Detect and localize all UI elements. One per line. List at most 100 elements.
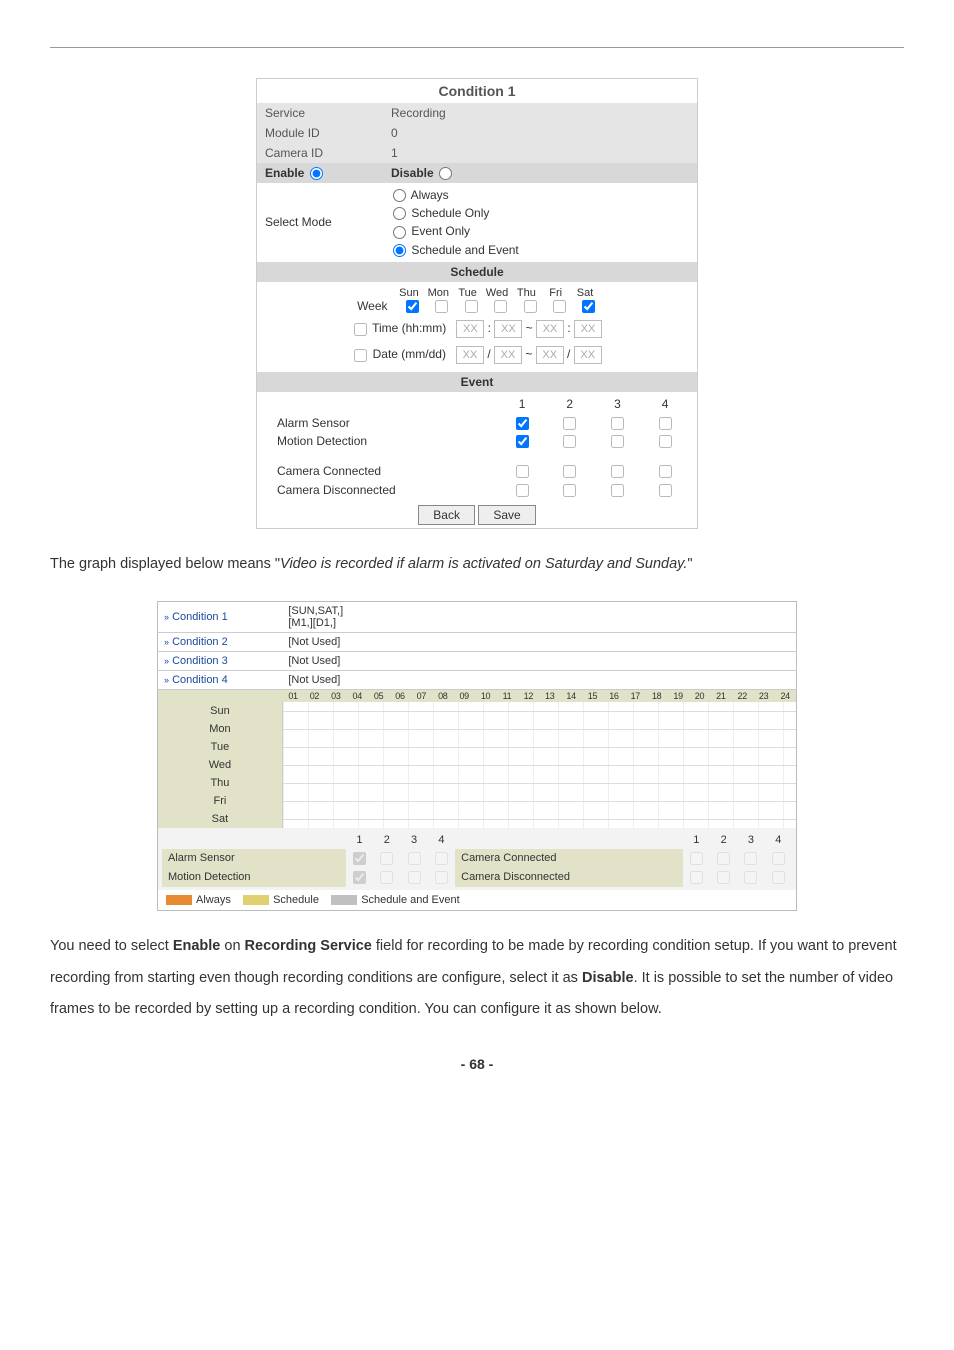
- row-enable: Enable Disable: [257, 163, 697, 183]
- disable-radio[interactable]: [439, 167, 452, 180]
- date-m2[interactable]: XX: [536, 346, 564, 364]
- hour-17: 17: [625, 689, 646, 702]
- event-header: Event: [257, 372, 697, 392]
- hour-18: 18: [646, 689, 667, 702]
- grid-thu: [283, 774, 796, 792]
- evt-camconn-2[interactable]: [563, 465, 576, 478]
- paragraph-2: You need to select Enable on Recording S…: [50, 931, 904, 1027]
- hour-05: 05: [368, 689, 389, 702]
- cond-label-4[interactable]: » Condition 4: [158, 670, 283, 689]
- row-select-mode: Select Mode Always Schedule Only Event O…: [257, 183, 697, 262]
- evt-camdisc-4[interactable]: [659, 484, 672, 497]
- schedule-chart: » Condition 1[SUN,SAT,] [M1,][D1,]» Cond…: [157, 601, 797, 911]
- module-label: Module ID: [257, 123, 383, 143]
- enable-radio[interactable]: [310, 167, 323, 180]
- hour-09: 09: [453, 689, 474, 702]
- legend-sae: Schedule and Event: [361, 894, 459, 906]
- day-sat: Sat: [572, 287, 598, 299]
- camera-value: 1: [383, 143, 697, 163]
- select-mode-label: Select Mode: [257, 183, 383, 262]
- dow-label-mon: Mon: [158, 720, 283, 738]
- chk-fri[interactable]: [553, 300, 566, 313]
- evt-camconn-label: Camera Connected: [265, 462, 498, 480]
- legend-always: Always: [196, 894, 231, 906]
- mode-always[interactable]: Always: [391, 186, 689, 204]
- evt-alarm-2[interactable]: [563, 417, 576, 430]
- hour-12: 12: [518, 689, 539, 702]
- evt-motion-2[interactable]: [563, 435, 576, 448]
- hour-22: 22: [732, 689, 753, 702]
- disable-label[interactable]: Disable: [391, 166, 454, 180]
- hour-21: 21: [710, 689, 731, 702]
- date-d1[interactable]: XX: [494, 346, 522, 364]
- dow-row-wed: Wed: [158, 756, 797, 774]
- evt-col-4: 4: [641, 395, 689, 413]
- mode-schedule-only[interactable]: Schedule Only: [391, 204, 689, 222]
- camera-label: Camera ID: [257, 143, 383, 163]
- row-service: Service Recording: [257, 103, 697, 123]
- hour-04: 04: [347, 689, 368, 702]
- hour-24: 24: [774, 689, 796, 702]
- evt-camdisc-2[interactable]: [563, 484, 576, 497]
- chk-time[interactable]: [354, 323, 367, 336]
- enable-label[interactable]: Enable: [265, 166, 325, 180]
- time-h1[interactable]: XX: [456, 320, 484, 338]
- grid-sun: [283, 702, 796, 720]
- evt-camconn-1[interactable]: [516, 465, 529, 478]
- module-value: 0: [383, 123, 697, 143]
- cond-value-2: [Not Used]: [282, 632, 796, 651]
- cond-label-2[interactable]: » Condition 2: [158, 632, 283, 651]
- evt-camdisc-1[interactable]: [516, 484, 529, 497]
- evt-camdisc-3[interactable]: [611, 484, 624, 497]
- row-module: Module ID 0: [257, 123, 697, 143]
- f-motion-1: [353, 871, 366, 884]
- evt-motion-4[interactable]: [659, 435, 672, 448]
- chk-date[interactable]: [354, 349, 367, 362]
- dow-row-fri: Fri: [158, 792, 797, 810]
- evt-motion-3[interactable]: [611, 435, 624, 448]
- mode-schedule-and-event[interactable]: Schedule and Event: [391, 241, 689, 259]
- evt-camconn-4[interactable]: [659, 465, 672, 478]
- evt-camconn-3[interactable]: [611, 465, 624, 478]
- date-label: Date (mm/dd): [373, 347, 446, 361]
- dow-row-sat: Sat: [158, 810, 797, 828]
- hour-07: 07: [411, 689, 432, 702]
- legend-sae-swatch: [331, 895, 357, 905]
- cond-value-1: [SUN,SAT,] [M1,][D1,]: [282, 601, 796, 632]
- hour-10: 10: [475, 689, 496, 702]
- footer-camconn: Camera Connected: [455, 849, 683, 868]
- back-button[interactable]: Back: [418, 505, 475, 525]
- chk-thu[interactable]: [524, 300, 537, 313]
- cond-label-1[interactable]: » Condition 1: [158, 601, 283, 632]
- schedule-header: Schedule: [257, 262, 697, 282]
- chk-mon[interactable]: [435, 300, 448, 313]
- time-h2[interactable]: XX: [536, 320, 564, 338]
- service-label: Service: [257, 103, 383, 123]
- chk-sat[interactable]: [582, 300, 595, 313]
- time-m1[interactable]: XX: [494, 320, 522, 338]
- mode-event-only[interactable]: Event Only: [391, 222, 689, 240]
- grid-sat: [283, 810, 796, 828]
- chk-tue[interactable]: [465, 300, 478, 313]
- legend-always-swatch: [166, 895, 192, 905]
- footer-camdisc: Camera Disconnected: [455, 868, 683, 887]
- hour-23: 23: [753, 689, 774, 702]
- evt-alarm-4[interactable]: [659, 417, 672, 430]
- service-value: Recording: [383, 103, 697, 123]
- chk-sun[interactable]: [406, 300, 419, 313]
- date-m1[interactable]: XX: [456, 346, 484, 364]
- cond-label-3[interactable]: » Condition 3: [158, 651, 283, 670]
- chk-wed[interactable]: [494, 300, 507, 313]
- row-camera: Camera ID 1: [257, 143, 697, 163]
- row-week: Sun Mon Tue Wed Thu Fri Sat Week: [257, 282, 697, 316]
- legend-schedule-swatch: [243, 895, 269, 905]
- day-tue: Tue: [455, 287, 481, 299]
- evt-alarm-3[interactable]: [611, 417, 624, 430]
- evt-alarm-1[interactable]: [516, 417, 529, 430]
- hour-01: 01: [282, 689, 303, 702]
- evt-motion-1[interactable]: [516, 435, 529, 448]
- page-number: - 68 -: [50, 1056, 904, 1072]
- date-d2[interactable]: XX: [574, 346, 602, 364]
- time-m2[interactable]: XX: [574, 320, 602, 338]
- save-button[interactable]: Save: [478, 505, 535, 525]
